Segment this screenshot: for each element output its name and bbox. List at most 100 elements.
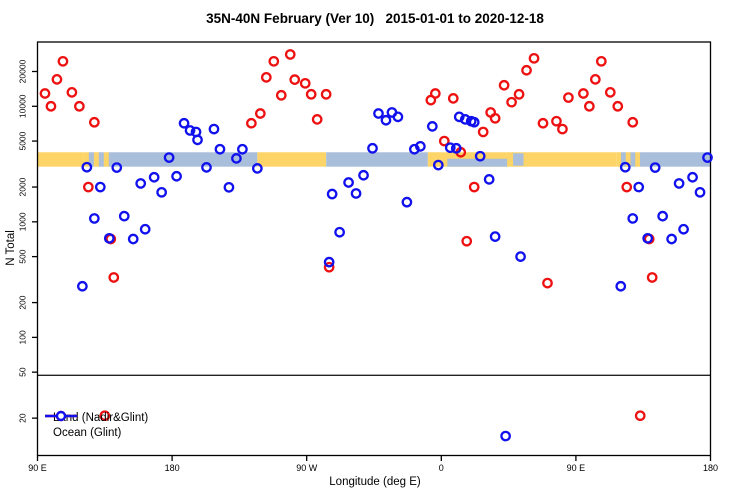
data-point-ocean [615, 280, 627, 292]
data-point-land [82, 181, 94, 193]
data-point-land [461, 235, 473, 247]
legend-item-ocean: Ocean (Glint) [44, 410, 148, 440]
legend: Land (Nadir&Glint) Ocean (Glint) [44, 410, 148, 440]
data-point-ocean [678, 223, 689, 235]
x-tick-label: 90 W [296, 463, 318, 473]
data-point-ocean [350, 188, 362, 199]
data-point-land [246, 117, 257, 129]
y-tick-label: 20 [18, 413, 28, 423]
x-tick-label: 90 E [567, 463, 586, 473]
data-point-ocean [323, 256, 335, 268]
data-point-ocean [88, 213, 100, 224]
y-tick-label: 10000 [18, 94, 28, 118]
data-point-ocean [111, 162, 123, 173]
data-point-ocean [334, 226, 345, 238]
data-point-land [45, 100, 57, 112]
data-point-land [537, 117, 549, 129]
data-point-land [521, 64, 532, 76]
land-ocean-band-segment [257, 152, 327, 167]
y-axis-label: N Total [5, 230, 17, 266]
data-point-land [268, 55, 280, 67]
data-point-land [260, 71, 272, 83]
data-point-ocean [619, 161, 631, 173]
data-point-ocean [450, 142, 462, 154]
data-point-land [612, 100, 624, 112]
y-tick-label: 2000 [18, 177, 28, 196]
data-point-land [557, 123, 568, 135]
data-point-land [498, 79, 510, 91]
data-point-ocean [163, 152, 175, 163]
y-tick-label: 100 [18, 330, 28, 344]
data-point-ocean [81, 161, 93, 173]
data-point-ocean [666, 233, 677, 245]
data-point-land [513, 88, 525, 100]
data-point-ocean [103, 232, 115, 244]
data-point-ocean [201, 162, 212, 173]
land-ocean-band-segment [113, 152, 258, 167]
land-ocean-band-patch [447, 158, 508, 167]
y-tick-label: 20000 [18, 59, 28, 83]
data-point-land [299, 77, 311, 89]
land-ocean-band-segment [103, 152, 110, 167]
data-point-land [311, 114, 323, 125]
land-ocean-band-segment [635, 152, 641, 167]
data-point-land [578, 88, 589, 99]
data-point-land [595, 55, 607, 67]
data-point-ocean [192, 134, 203, 146]
land-ocean-band-segment [630, 152, 636, 167]
land-ocean-band-segment [616, 152, 622, 167]
land-ocean-band-segment [93, 152, 100, 167]
data-point-ocean [633, 181, 645, 193]
data-point-ocean [426, 121, 438, 132]
data-point-ocean [127, 233, 139, 245]
data-point-land [39, 88, 51, 99]
legend-label-land: Land (Nadir&Glint) [53, 411, 149, 424]
data-point-ocean [459, 114, 471, 125]
data-point-ocean [135, 178, 147, 189]
data-point-land [621, 181, 633, 193]
data-point-land [551, 115, 562, 127]
y-tick-label: 200 [18, 295, 28, 309]
data-point-ocean [673, 178, 685, 189]
data-point-land [66, 86, 78, 98]
data-point-ocean [694, 186, 706, 198]
data-point-ocean [453, 111, 465, 123]
y-tick-label: 1000 [18, 212, 28, 231]
x-tick-label: 90 E [28, 463, 47, 473]
data-point-land [305, 88, 317, 100]
data-point-ocean [251, 163, 263, 174]
data-point-land [88, 116, 100, 128]
data-point-ocean [139, 223, 151, 235]
data-point-ocean [358, 169, 369, 181]
data-point-land [447, 93, 459, 104]
data-point-ocean [474, 150, 486, 162]
data-point-land [438, 135, 450, 147]
data-point-land [589, 74, 601, 85]
data-point-ocean [148, 171, 160, 183]
land-ocean-band-segment [326, 152, 428, 167]
land-ocean-band-segment [644, 152, 711, 167]
data-point-land [289, 74, 301, 86]
data-point-ocean [214, 143, 226, 155]
land-ocean-band-segment [98, 152, 105, 167]
data-point-land [634, 410, 646, 422]
data-point-ocean [401, 196, 413, 208]
data-point-ocean [156, 186, 167, 198]
data-point-ocean [468, 116, 480, 128]
data-point-land [646, 272, 658, 283]
data-point-ocean [415, 141, 426, 152]
data-point-land [74, 100, 85, 112]
data-point-land [320, 88, 332, 100]
data-point-land [563, 92, 574, 103]
data-point-ocean [642, 232, 654, 244]
land-ocean-band-segment [37, 152, 84, 167]
data-point-ocean [237, 143, 248, 155]
data-point-land [108, 272, 120, 283]
land-ocean-band-segment [88, 152, 95, 167]
data-point-land [323, 261, 335, 273]
land-ocean-band-segment [83, 152, 90, 167]
data-point-ocean [392, 111, 404, 123]
chart-title: 35N-40N February (Ver 10) 2015-01-01 to … [206, 11, 544, 26]
data-point-ocean [208, 123, 220, 135]
data-point-ocean [432, 159, 444, 171]
